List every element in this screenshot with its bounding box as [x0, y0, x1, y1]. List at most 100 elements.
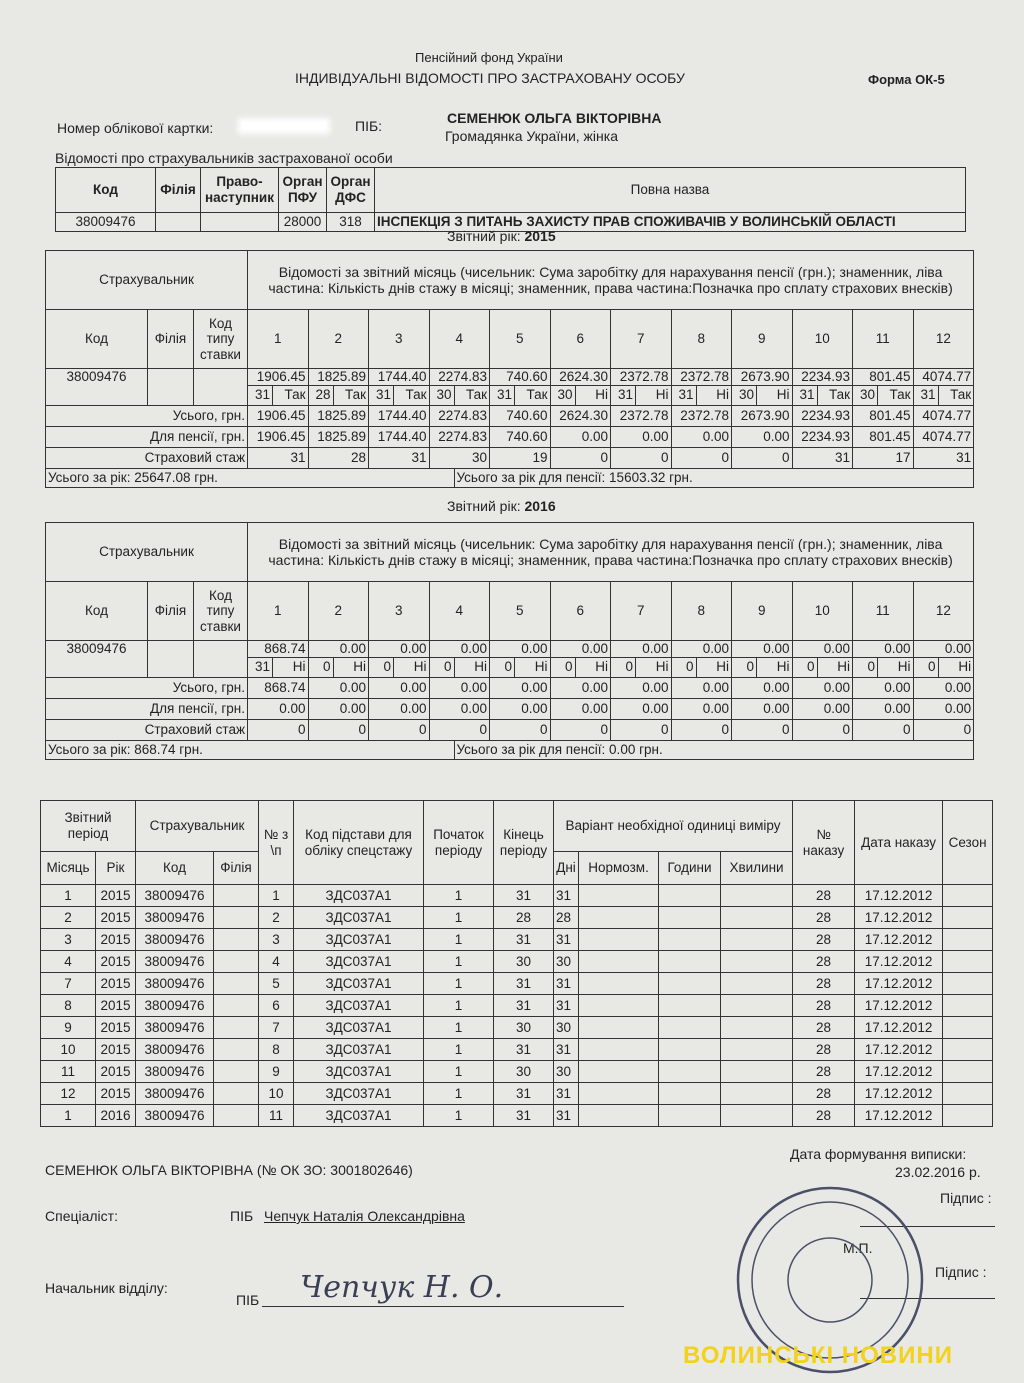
- cell: [578, 1082, 660, 1105]
- cell: [942, 1016, 994, 1039]
- month-header: 1: [247, 309, 309, 369]
- cell: 31: [247, 446, 309, 469]
- stamp: [736, 1186, 924, 1374]
- month-header: 12: [912, 309, 975, 369]
- cell: 2274.83: [428, 425, 490, 448]
- cell: 17.12.2012: [854, 884, 944, 907]
- row: 11 2015 38009476 9 ЗДС037А1 1 30 30 28 17.12.2012: [40, 1060, 994, 1083]
- month-header: 12: [912, 581, 975, 641]
- cell: [147, 368, 194, 406]
- cell: 4074.77: [912, 425, 975, 448]
- cell: 17.12.2012: [854, 1016, 944, 1039]
- table: Страхувальник Відомості за звітний місяць…: [45, 522, 975, 760]
- cell: [658, 1016, 722, 1039]
- row: 10 2015 38009476 8 ЗДС037А1 1 31 31 28 17.12.2012: [40, 1038, 994, 1061]
- cell: 1: [423, 884, 495, 907]
- header-cell: Рік: [95, 851, 136, 885]
- cell: 0.00: [549, 676, 611, 699]
- cell: 0.00: [791, 697, 853, 720]
- header-cell: Право-наступник: [200, 167, 279, 213]
- cell: 0.00: [307, 640, 369, 658]
- cell: 38009476: [55, 212, 156, 232]
- row: Звітний період Страхувальник № з \п Код під…: [40, 800, 994, 885]
- cell: 1906.45: [247, 425, 309, 448]
- cell: 38009476: [135, 1060, 214, 1083]
- cell: 2015: [95, 994, 136, 1017]
- cell: [147, 640, 194, 678]
- header-cell: Звітний період: [40, 800, 136, 852]
- cell: 30: [549, 384, 576, 406]
- cell: 2234.93: [791, 404, 853, 427]
- cell: 28: [493, 906, 555, 929]
- row: 4 2015 38009476 4 ЗДС037А1 1 30 30 28 17.12.2012: [40, 950, 994, 973]
- cell: 0: [368, 656, 394, 678]
- month-header: 9: [731, 581, 793, 641]
- cell: [212, 1082, 260, 1105]
- cell: 2015: [95, 1082, 136, 1105]
- cell: 11: [40, 1060, 96, 1083]
- row: 1 2015 38009476 1 ЗДС037А1 1 31 31 28 17.12.2012: [40, 884, 994, 907]
- cell: [942, 950, 994, 973]
- cell: 2016: [95, 1104, 136, 1127]
- cell: 8: [40, 994, 96, 1017]
- cell: ЗДС037А1: [293, 928, 425, 951]
- cell: 28: [307, 446, 369, 469]
- header-cell: Відомості за звітний місяць (чисельник: …: [246, 522, 975, 582]
- cell: [942, 972, 994, 995]
- cell: Так: [272, 384, 309, 406]
- cell: Ні: [756, 656, 793, 678]
- cell: 31: [553, 994, 580, 1017]
- cell: Так: [514, 384, 551, 406]
- month-header: 1: [247, 581, 309, 641]
- stamp-ring: [787, 1237, 873, 1323]
- cell: 31: [912, 446, 975, 469]
- cell: 0: [670, 718, 732, 741]
- sign-line: [860, 1298, 995, 1299]
- cell: 30: [852, 384, 878, 406]
- cell: 0.00: [731, 676, 793, 699]
- cell: 1906.45: [247, 368, 309, 386]
- cell: 0: [307, 718, 369, 741]
- cell: 0.00: [670, 425, 732, 448]
- cell: [212, 994, 260, 1017]
- cell: [720, 928, 794, 951]
- cell: 28000: [278, 212, 327, 232]
- cell: [720, 950, 794, 973]
- cell: Ні: [695, 384, 732, 406]
- cell: 0.00: [852, 640, 914, 658]
- cell: 3: [258, 928, 295, 951]
- cell: 0: [791, 656, 818, 678]
- cell: 0: [731, 718, 793, 741]
- cell: 31: [493, 928, 555, 951]
- month-header: 9: [731, 309, 793, 369]
- cell: [720, 1060, 794, 1083]
- cell: 0.00: [368, 640, 430, 658]
- cell: 17.12.2012: [854, 1104, 944, 1127]
- cell: 1: [423, 950, 495, 973]
- cell: Ні: [574, 656, 611, 678]
- cell: 0: [791, 718, 853, 741]
- cell: 1906.45: [247, 404, 309, 427]
- cell: 0.00: [247, 697, 309, 720]
- cell: Для пенсії, грн.: [45, 697, 248, 720]
- cell: 0.00: [489, 640, 551, 658]
- fund: Пенсійний фонд України: [415, 50, 563, 65]
- cell: 801.45: [852, 368, 914, 386]
- row: 2 2015 38009476 2 ЗДС037А1 1 28 28 28 17.12.2012: [40, 906, 994, 929]
- cell: 1: [40, 1104, 96, 1127]
- cell: ІНСПЕКЦІЯ З ПИТАНЬ ЗАХИСТУ ПРАВ СПОЖИВАЧ…: [374, 212, 966, 232]
- cell: ЗДС037А1: [293, 972, 425, 995]
- header-cell: Орган ДФС: [326, 167, 375, 213]
- header-cell: Код типу ставки: [193, 581, 248, 641]
- month-header: 11: [852, 309, 914, 369]
- cell: [720, 906, 794, 929]
- cell: 0: [489, 718, 551, 741]
- header-cell: Повна назва: [374, 167, 966, 213]
- header-cell: Код: [45, 309, 148, 369]
- cell: 38009476: [135, 906, 214, 929]
- cell: 0.00: [549, 425, 611, 448]
- cell: 17.12.2012: [854, 1060, 944, 1083]
- cell: [658, 1082, 722, 1105]
- cell: 4074.77: [912, 404, 975, 427]
- cell: 0: [610, 656, 636, 678]
